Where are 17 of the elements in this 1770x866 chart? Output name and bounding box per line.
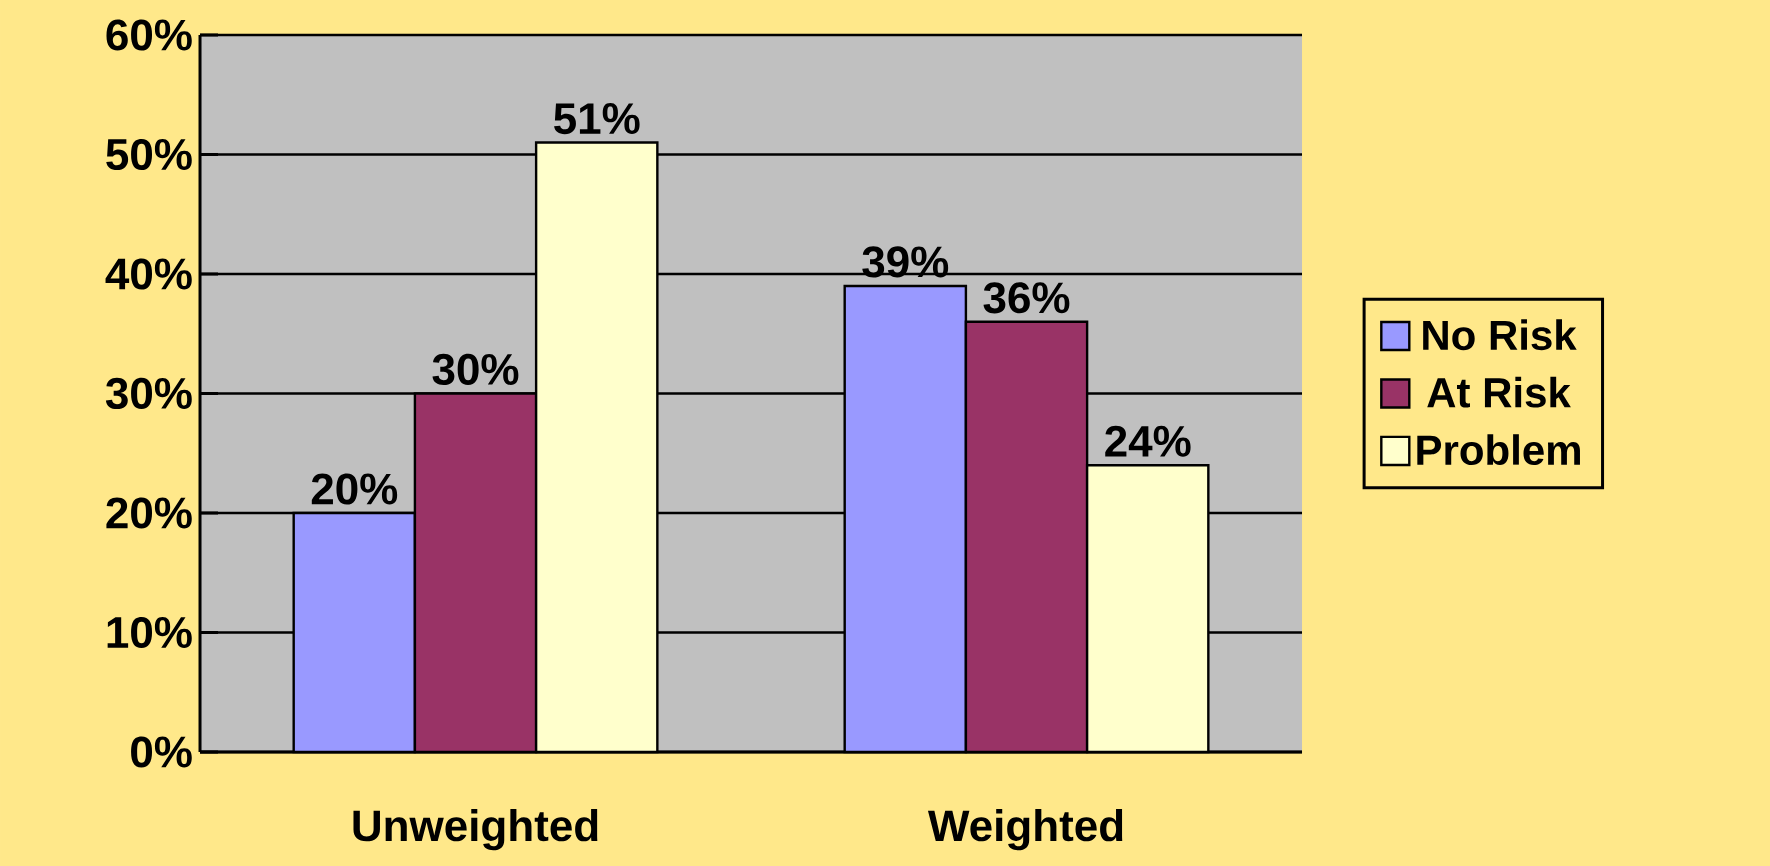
legend-label: No Risk [1423, 319, 1577, 351]
x-tick-label: Weighted [927, 809, 1123, 851]
data-label: 20% [311, 473, 398, 505]
y-tick-label: 40% [105, 258, 192, 290]
y-tick-label: 30% [105, 377, 192, 410]
legend-label: Problem [1417, 434, 1580, 466]
legend-label: At Risk [1427, 376, 1571, 408]
y-tick-label: 60% [106, 19, 192, 51]
data-label: 24% [1105, 425, 1191, 457]
data-label: 51% [554, 103, 640, 135]
y-tick-label: 20% [106, 497, 192, 529]
data-label: 36% [983, 282, 1070, 314]
y-tick-label: 50% [106, 138, 192, 171]
data-label: 30% [432, 353, 519, 386]
x-tick-label: Unweighted [353, 809, 598, 851]
y-tick-label: 10% [107, 616, 192, 649]
y-tick-label: 0% [131, 736, 192, 768]
